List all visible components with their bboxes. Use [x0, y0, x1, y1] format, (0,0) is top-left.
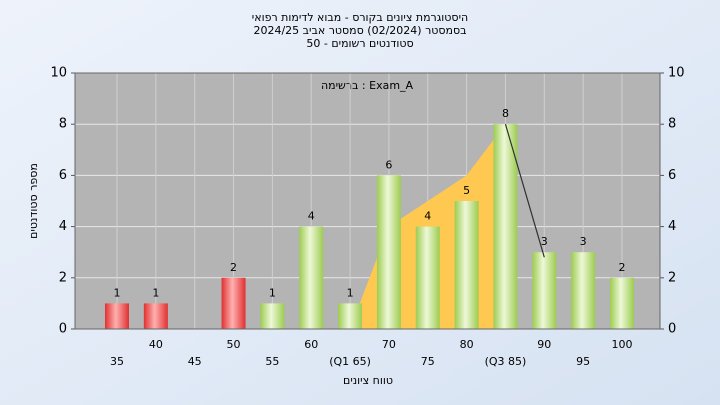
value-label: 1	[347, 286, 354, 299]
line	[504, 124, 545, 258]
x-tick-label: 75	[421, 355, 435, 368]
annotation: ברשימה : Exam_A	[321, 79, 414, 92]
bar	[338, 303, 363, 329]
value-label: 5	[463, 184, 470, 197]
x-tick-label: 55	[265, 355, 279, 368]
x-tick-label: 60	[304, 338, 318, 351]
y2-tick-label: 6	[668, 168, 676, 183]
bar	[493, 124, 518, 329]
y2-tick-label: 10	[668, 66, 685, 81]
x-tick-label: 100	[612, 338, 633, 351]
x-tick-label: 50	[227, 338, 241, 351]
x-tick-label: 90	[537, 338, 551, 351]
x-axis-label: טווח ציונים	[343, 374, 393, 387]
value-label: 8	[502, 107, 509, 120]
bar	[221, 277, 246, 329]
y-tick-label: 0	[59, 322, 67, 337]
x-tick-label: 35	[110, 355, 124, 368]
chart-subtitle: בסמסטר (02/2024) סמסטר אביב 2024/25	[253, 24, 466, 37]
value-label: 1	[152, 286, 159, 299]
x-tick-label: 45	[188, 355, 202, 368]
bar	[143, 303, 168, 329]
value-label: 3	[580, 235, 587, 248]
y2-tick-label: 0	[668, 322, 676, 337]
y-axis-label: מספר סטודנטים	[27, 163, 40, 239]
bar	[415, 226, 440, 329]
chart-subtitle: סטודנטים רשומים - 50	[306, 37, 413, 50]
bar	[571, 252, 596, 329]
y-tick-label: 2	[59, 270, 67, 285]
value-label: 1	[269, 286, 276, 299]
value-label: 3	[541, 235, 548, 248]
bar	[454, 201, 479, 329]
chart-title: היסטוגרמת ציונים בקורס - מבוא לדימות רפו…	[252, 11, 468, 24]
y-tick-label: 8	[59, 117, 67, 132]
plot-border	[74, 72, 661, 330]
value-label: 2	[230, 261, 237, 274]
y-tick-label: 6	[59, 168, 67, 183]
y-tick-label: 4	[59, 219, 67, 234]
value-label: 4	[308, 210, 315, 223]
y-tick-label: 10	[50, 66, 67, 81]
x-tick-label: 80	[460, 338, 474, 351]
bar	[532, 252, 557, 329]
x-tick-label: (Q1 65)	[329, 355, 371, 368]
value-label: 6	[385, 158, 392, 171]
x-tick-label: 40	[149, 338, 163, 351]
value-label: 4	[424, 210, 431, 223]
bar	[299, 226, 324, 329]
y2-tick-label: 2	[668, 270, 676, 285]
x-tick-label: 95	[576, 355, 590, 368]
value-label: 1	[114, 286, 121, 299]
value-label: 2	[619, 261, 626, 274]
y2-tick-label: 8	[668, 117, 676, 132]
x-tick-label: (Q3 85)	[485, 355, 527, 368]
x-tick-label: 70	[382, 338, 396, 351]
bar	[610, 277, 634, 329]
bar	[260, 303, 285, 329]
bar	[105, 303, 129, 329]
y2-tick-label: 4	[668, 219, 676, 234]
bar	[376, 175, 401, 329]
